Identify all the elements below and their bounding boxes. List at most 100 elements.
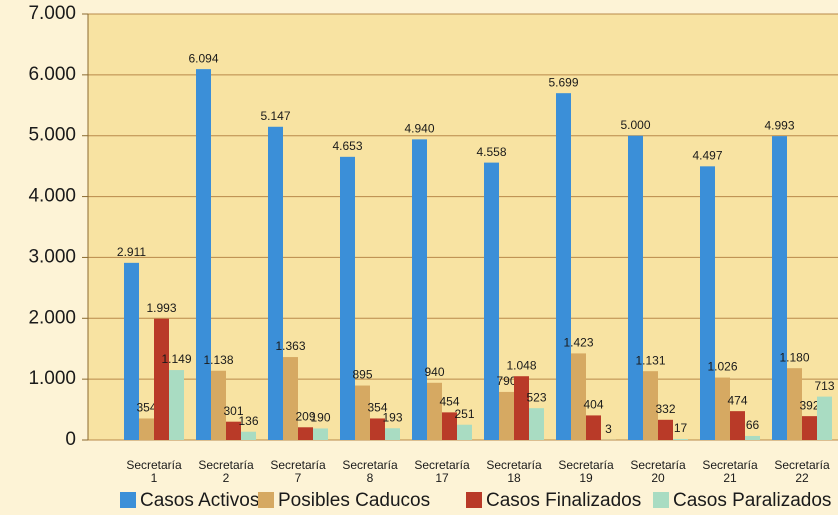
bar bbox=[412, 139, 427, 440]
value-label: 523 bbox=[526, 390, 546, 404]
bar bbox=[772, 136, 787, 440]
x-tick-label: 18 bbox=[507, 471, 521, 485]
value-label: 392 bbox=[799, 398, 819, 412]
value-label: 209 bbox=[295, 409, 315, 423]
x-tick-label: 2 bbox=[223, 471, 230, 485]
bar bbox=[385, 428, 400, 440]
y-tick-label: 6.000 bbox=[28, 64, 76, 85]
bar bbox=[658, 419, 673, 440]
bar bbox=[283, 357, 298, 440]
bar bbox=[715, 377, 730, 440]
value-label: 3 bbox=[605, 422, 612, 436]
bar bbox=[643, 371, 658, 440]
bar bbox=[370, 418, 385, 440]
legend-label: Casos Paralizados bbox=[673, 490, 831, 511]
bar bbox=[529, 408, 544, 440]
x-tick-label: Secretaría bbox=[558, 458, 614, 472]
bar bbox=[628, 135, 643, 440]
bar bbox=[196, 69, 211, 441]
y-tick-label: 0 bbox=[65, 429, 76, 450]
bar bbox=[457, 424, 472, 440]
x-tick-label: 21 bbox=[723, 471, 737, 485]
value-label: 895 bbox=[352, 368, 372, 382]
x-tick-label: 22 bbox=[795, 471, 809, 485]
x-tick-label: Secretaría bbox=[774, 458, 830, 472]
value-label: 4.653 bbox=[332, 139, 362, 153]
x-tick-label: Secretaría bbox=[270, 458, 326, 472]
bar bbox=[745, 435, 760, 440]
value-label: 66 bbox=[746, 418, 760, 432]
value-label: 301 bbox=[223, 404, 243, 418]
y-tick-label: 3.000 bbox=[28, 246, 76, 267]
value-label: 190 bbox=[310, 411, 330, 425]
value-label: 136 bbox=[238, 414, 258, 428]
y-tick-label: 1.000 bbox=[28, 368, 76, 389]
legend-label: Casos Activos bbox=[140, 490, 259, 511]
value-label: 1.026 bbox=[707, 360, 737, 374]
bar bbox=[154, 318, 169, 440]
value-label: 1.149 bbox=[161, 352, 191, 366]
value-label: 474 bbox=[727, 393, 747, 407]
value-label: 1.423 bbox=[563, 336, 593, 350]
x-tick-label: Secretaría bbox=[414, 458, 470, 472]
bar bbox=[169, 370, 184, 440]
x-tick-label: Secretaría bbox=[630, 458, 686, 472]
x-tick-label: Secretaría bbox=[486, 458, 542, 472]
x-tick-label: 1 bbox=[151, 471, 158, 485]
value-label: 4.993 bbox=[764, 118, 794, 132]
value-label: 790 bbox=[496, 374, 516, 388]
legend-swatch bbox=[466, 492, 482, 508]
bar bbox=[124, 262, 139, 440]
bar bbox=[211, 370, 226, 440]
value-label: 251 bbox=[454, 407, 474, 421]
legend-swatch bbox=[258, 492, 274, 508]
value-label: 4.497 bbox=[692, 148, 722, 162]
x-tick-label: Secretaría bbox=[126, 458, 182, 472]
value-label: 1.138 bbox=[203, 353, 233, 367]
value-label: 5.699 bbox=[548, 75, 578, 89]
bar bbox=[730, 411, 745, 440]
bar bbox=[787, 368, 802, 440]
bar bbox=[340, 156, 355, 440]
value-label: 5.000 bbox=[620, 118, 650, 132]
value-label: 2.911 bbox=[117, 245, 146, 259]
x-tick-label: 20 bbox=[651, 471, 665, 485]
value-label: 5.147 bbox=[260, 109, 290, 123]
bar bbox=[802, 416, 817, 440]
value-label: 1.363 bbox=[275, 339, 305, 353]
x-tick-label: 8 bbox=[367, 471, 374, 485]
legend-swatch bbox=[653, 492, 669, 508]
value-label: 1.048 bbox=[506, 358, 536, 372]
bar bbox=[355, 385, 370, 440]
legend-label: Posibles Caducos bbox=[278, 490, 430, 511]
x-tick-label: 7 bbox=[295, 471, 302, 485]
value-label: 354 bbox=[136, 401, 156, 415]
bar bbox=[586, 415, 601, 440]
y-tick-label: 4.000 bbox=[28, 186, 76, 207]
bar bbox=[514, 376, 529, 440]
bar bbox=[298, 427, 313, 440]
x-tick-label: Secretaría bbox=[198, 458, 254, 472]
value-label: 940 bbox=[424, 365, 444, 379]
value-label: 1.180 bbox=[779, 350, 809, 364]
value-label: 6.094 bbox=[188, 51, 218, 65]
legend-label: Casos Finalizados bbox=[486, 490, 641, 511]
value-label: 1.131 bbox=[635, 353, 665, 367]
value-label: 193 bbox=[382, 410, 402, 424]
x-tick-label: Secretaría bbox=[702, 458, 758, 472]
value-label: 332 bbox=[655, 402, 675, 416]
y-tick-label: 5.000 bbox=[28, 125, 76, 146]
bar bbox=[241, 431, 256, 440]
bar bbox=[673, 438, 688, 440]
value-label: 713 bbox=[814, 379, 834, 393]
y-tick-label: 7.000 bbox=[28, 3, 76, 24]
legend-swatch bbox=[120, 492, 136, 508]
value-label: 1.993 bbox=[146, 301, 176, 315]
bar bbox=[700, 166, 715, 440]
value-label: 4.940 bbox=[404, 122, 434, 136]
x-tick-label: 19 bbox=[579, 471, 593, 485]
bar bbox=[313, 428, 328, 440]
value-label: 354 bbox=[367, 401, 387, 415]
bar bbox=[268, 126, 283, 441]
